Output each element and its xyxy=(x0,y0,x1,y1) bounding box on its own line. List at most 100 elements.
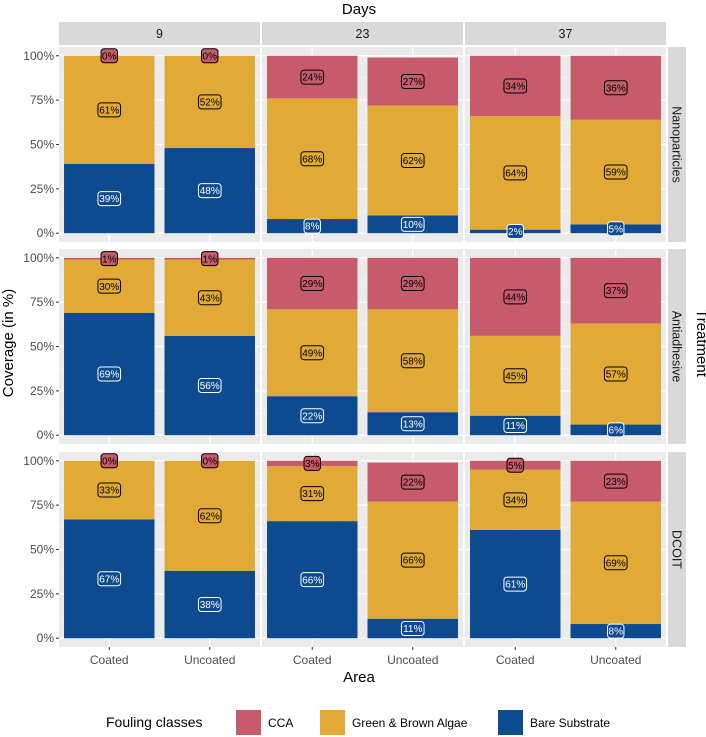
data-label-box xyxy=(97,191,122,207)
data-label-bare-substrate-uncoated: 38% xyxy=(200,600,220,611)
strip-label-dcoit: DCOIT xyxy=(670,530,684,569)
data-label-box xyxy=(97,571,122,587)
data-label-box xyxy=(400,74,425,90)
data-label-box xyxy=(97,482,122,498)
facet-column-title: Days xyxy=(342,1,376,18)
y-tick-label: 0% xyxy=(37,226,55,240)
data-label-cca-coated: 5% xyxy=(508,461,523,472)
data-label-bare-substrate-uncoated: 48% xyxy=(200,186,220,197)
y-tick-label: 100% xyxy=(23,49,54,63)
data-label-box xyxy=(100,251,118,267)
strip-label-antiadhesive: Antiadhesive xyxy=(670,311,684,383)
data-label-green-brown-algae-uncoated: 62% xyxy=(403,156,423,167)
data-label-box xyxy=(197,508,222,524)
data-label-cca-uncoated: 1% xyxy=(203,254,218,265)
data-label-bare-substrate-coated: 22% xyxy=(302,411,322,422)
data-label-box xyxy=(300,69,325,85)
data-label-bare-substrate-uncoated: 8% xyxy=(609,627,624,638)
data-label-box xyxy=(100,48,118,64)
data-label-bare-substrate-coated: 8% xyxy=(305,222,320,233)
data-label-box xyxy=(503,78,528,94)
data-label-green-brown-algae-uncoated: 69% xyxy=(606,558,626,569)
data-label-bare-substrate-coated: 61% xyxy=(505,580,525,591)
strip-label-day-37: 37 xyxy=(559,27,573,41)
data-label-cca-coated: 0% xyxy=(102,51,117,62)
legend-title: Fouling classes xyxy=(106,714,203,730)
data-label-box xyxy=(97,278,122,294)
data-label-box xyxy=(300,276,325,292)
data-label-green-brown-algae-uncoated: 43% xyxy=(200,293,220,304)
data-label-bare-substrate-uncoated: 6% xyxy=(609,426,624,437)
data-label-box xyxy=(300,408,325,424)
data-label-bare-substrate-uncoated: 11% xyxy=(403,624,422,635)
data-label-green-brown-algae-uncoated: 59% xyxy=(606,168,626,179)
strip-day-9 xyxy=(59,22,260,45)
x-axis-title: Area xyxy=(343,669,375,686)
data-label-box xyxy=(201,48,219,64)
data-label-box xyxy=(603,164,628,180)
data-label-box xyxy=(197,183,222,199)
data-label-cca-coated: 1% xyxy=(102,254,117,265)
y-tick-label: 0% xyxy=(37,631,55,645)
data-label-box xyxy=(197,597,222,613)
data-label-cca-coated: 0% xyxy=(102,456,117,467)
data-label-bare-substrate-coated: 39% xyxy=(99,194,119,205)
y-tick-label: 25% xyxy=(30,587,54,601)
legend-label-green-brown-algae: Green & Brown Algae xyxy=(352,716,468,730)
data-label-box xyxy=(506,223,524,239)
x-tick-label-coated: Coated xyxy=(90,653,129,667)
data-label-bare-substrate-coated: 66% xyxy=(302,575,322,586)
data-label-green-brown-algae-uncoated: 62% xyxy=(200,511,220,522)
data-label-box xyxy=(400,416,425,432)
data-label-box xyxy=(303,455,321,471)
y-tick-label: 0% xyxy=(37,428,55,442)
data-label-box xyxy=(300,572,325,588)
data-label-box xyxy=(400,620,425,636)
panel-nanoparticles-day-37: 2% 64% 34% 5% 59% 36% xyxy=(465,47,666,242)
data-label-box xyxy=(97,102,122,118)
strip-day-37 xyxy=(465,22,666,45)
legend-label-cca: CCA xyxy=(268,716,293,730)
data-label-green-brown-algae-coated: 31% xyxy=(302,489,322,500)
data-label-bare-substrate-uncoated: 13% xyxy=(403,419,423,430)
data-label-box xyxy=(400,552,425,568)
data-label-cca-uncoated: 22% xyxy=(403,478,423,489)
data-label-bare-substrate-uncoated: 56% xyxy=(200,381,220,392)
legend-swatch-bare-substrate xyxy=(498,710,523,735)
data-label-bare-substrate-coated: 67% xyxy=(99,574,119,585)
data-label-cca-coated: 29% xyxy=(302,279,322,290)
data-label-box xyxy=(201,251,219,267)
data-label-green-brown-algae-uncoated: 58% xyxy=(403,356,423,367)
data-label-green-brown-algae-uncoated: 52% xyxy=(200,98,220,109)
panel-nanoparticles-day-23: 8% 68% 24% 10% 62% 27% xyxy=(262,47,463,242)
y-tick-label: 50% xyxy=(30,340,54,354)
legend-items: CCA Green & Brown Algae Bare Substrate xyxy=(236,710,610,735)
data-label-box xyxy=(607,422,625,438)
data-label-cca-coated: 3% xyxy=(305,459,320,470)
strip-label-nanoparticles: Nanoparticles xyxy=(670,106,684,182)
data-label-green-brown-algae-uncoated: 57% xyxy=(606,370,626,381)
y-tick-label: 75% xyxy=(30,295,54,309)
data-label-green-brown-algae-coated: 45% xyxy=(505,371,525,382)
data-label-box xyxy=(503,417,528,433)
data-label-box xyxy=(603,473,628,489)
data-label-bare-substrate-uncoated: 10% xyxy=(403,220,423,231)
y-tick-label: 50% xyxy=(30,543,54,557)
legend-swatch-green-brown-algae xyxy=(320,710,345,735)
data-label-box xyxy=(400,276,425,292)
legend-label-bare-substrate: Bare Substrate xyxy=(530,716,610,730)
data-label-box xyxy=(197,290,222,306)
data-label-box xyxy=(303,218,321,234)
data-label-cca-uncoated: 0% xyxy=(203,51,218,62)
strip-label-day-23: 23 xyxy=(356,27,370,41)
strip-dcoit xyxy=(668,452,686,647)
panel-dcoit-day-9: 67% 33% 0% 38% 62% 0% 0% 25% 50% 75% 100% Coated Unc… xyxy=(23,452,260,667)
data-label-box xyxy=(503,368,528,384)
panel-nanoparticles-day-9: 39% 61% 0% 48% 52% 0% 0% 25% 50% 75% 100% xyxy=(23,47,260,242)
data-label-box xyxy=(97,366,122,382)
y-tick-label: 75% xyxy=(30,93,54,107)
data-label-box xyxy=(100,453,118,469)
data-label-bare-substrate-coated: 2% xyxy=(508,227,523,238)
data-label-green-brown-algae-coated: 68% xyxy=(302,154,322,165)
facet-row-title: Treatment xyxy=(693,309,706,378)
